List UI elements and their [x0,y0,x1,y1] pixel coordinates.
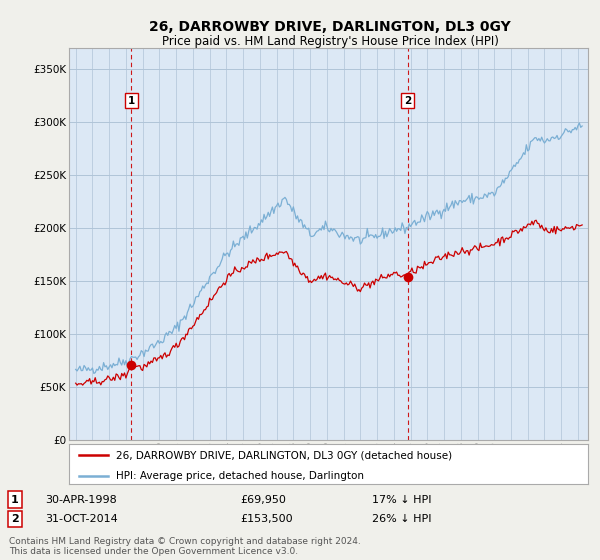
Text: Price paid vs. HM Land Registry's House Price Index (HPI): Price paid vs. HM Land Registry's House … [161,35,499,48]
Text: 2: 2 [404,96,412,105]
Text: 1: 1 [11,494,19,505]
Text: HPI: Average price, detached house, Darlington: HPI: Average price, detached house, Darl… [116,470,364,480]
Text: 31-OCT-2014: 31-OCT-2014 [45,514,118,524]
Text: £153,500: £153,500 [240,514,293,524]
Text: Contains HM Land Registry data © Crown copyright and database right 2024.
This d: Contains HM Land Registry data © Crown c… [9,537,361,557]
Text: £69,950: £69,950 [240,494,286,505]
Text: 30-APR-1998: 30-APR-1998 [45,494,117,505]
Text: 2: 2 [11,514,19,524]
Text: 17% ↓ HPI: 17% ↓ HPI [372,494,431,505]
Text: 26, DARROWBY DRIVE, DARLINGTON, DL3 0GY (detached house): 26, DARROWBY DRIVE, DARLINGTON, DL3 0GY … [116,450,452,460]
Text: 1: 1 [128,96,135,105]
Text: 26% ↓ HPI: 26% ↓ HPI [372,514,431,524]
Text: 26, DARROWBY DRIVE, DARLINGTON, DL3 0GY: 26, DARROWBY DRIVE, DARLINGTON, DL3 0GY [149,20,511,34]
